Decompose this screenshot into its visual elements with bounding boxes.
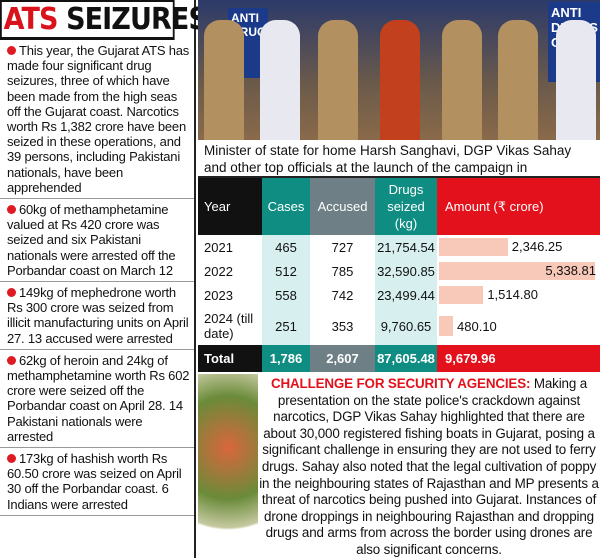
bullet-dot-icon [7,355,16,365]
drugs-hand-illustration [198,374,258,558]
cell-cases: 558 [262,283,310,307]
total-amount: 9,679.96 [437,345,600,372]
cell-cases: 512 [262,259,310,283]
bullet-item: 62kg of heroin and 24kg of methamphetami… [0,350,194,449]
cell-cases: 251 [262,307,310,345]
total-drugs: 87,605.48 [375,345,437,372]
amount-label: 480.10 [457,319,497,334]
cell-drugs: 32,590.85 [375,259,437,283]
person [498,20,538,140]
seizure-table: Year Cases Accused Drugs seized (kg) Amo… [198,178,600,372]
challenge-heading: CHALLENGE FOR SECURITY AGENCIES: [270,376,531,391]
total-accused: 2,607 [310,345,375,372]
photo-caption: Minister of state for home Harsh Sanghav… [198,140,600,192]
challenge-paragraph: CHALLENGE FOR SECURITY AGENCIES: Making … [259,376,599,557]
amount-label: 1,514.80 [487,287,538,302]
cell-accused: 785 [310,259,375,283]
cell-drugs: 23,499.44 [375,283,437,307]
event-photo: ANTI DRUGS ANTI DRUGS CA [198,0,600,140]
amount-bar [439,316,454,336]
cell-drugs: 9,760.65 [375,307,437,345]
cell-amount: 1,514.80 [437,283,600,307]
header-drugs: Drugs seized (kg) [375,178,437,235]
cell-cases: 465 [262,235,310,259]
left-column: ATS SEIZURES This year, the Gujarat ATS … [0,0,208,558]
page-title: ATS SEIZURES [0,0,208,40]
table-row: 2021 465 727 21,754.54 2,346.25 [198,235,600,259]
person [260,20,300,140]
cell-amount: 2,346.25 [437,235,600,259]
total-cases: 1,786 [262,345,310,372]
table-row: 2023 558 742 23,499.44 1,514.80 [198,283,600,307]
cell-year: 2021 [198,235,262,259]
cell-accused: 353 [310,307,375,345]
bullet-item: 60kg of methamphetamine valued at Rs 420… [0,199,194,283]
bullet-dot-icon [7,205,16,215]
cell-year: 2024 (till date) [198,307,262,345]
bullet-item: This year, the Gujarat ATS has made four… [0,40,194,200]
table-row: 2024 (till date) 251 353 9,760.65 480.10 [198,307,600,345]
bullet-list: This year, the Gujarat ATS has made four… [0,40,194,516]
bullet-dot-icon [7,454,16,464]
header-cases: Cases [262,178,310,235]
cell-amount: 5,338.81 [437,259,600,283]
amount-bar [439,238,508,256]
person [442,20,482,140]
person [318,20,358,140]
total-year: Total [198,345,262,372]
person [380,20,420,140]
amount-label: 2,346.25 [511,239,563,254]
person [556,20,596,140]
bullet-item: 149kg of mephedrone worth Rs 300 crore w… [0,282,194,350]
cell-drugs: 21,754.54 [375,235,437,259]
cell-amount: 480.10 [437,307,600,345]
amount-bar [439,262,596,280]
header-year: Year [198,178,262,235]
bullet-item: 173kg of hashish worth Rs 60.50 crore wa… [0,448,194,516]
amount-label: 5,338.81 [545,263,596,278]
header-amount: Amount (₹ crore) [437,178,600,235]
cell-year: 2022 [198,259,262,283]
header-accused: Accused [310,178,375,235]
bullet-dot-icon [7,46,16,55]
person [204,20,244,140]
cell-year: 2023 [198,283,262,307]
bullet-dot-icon [7,288,16,298]
total-row: Total 1,786 2,607 87,605.48 9,679.96 [198,345,600,372]
amount-bar [439,286,484,304]
cell-accused: 727 [310,235,375,259]
cell-accused: 742 [310,283,375,307]
table-row: 2022 512 785 32,590.85 5,338.81 [198,259,600,283]
